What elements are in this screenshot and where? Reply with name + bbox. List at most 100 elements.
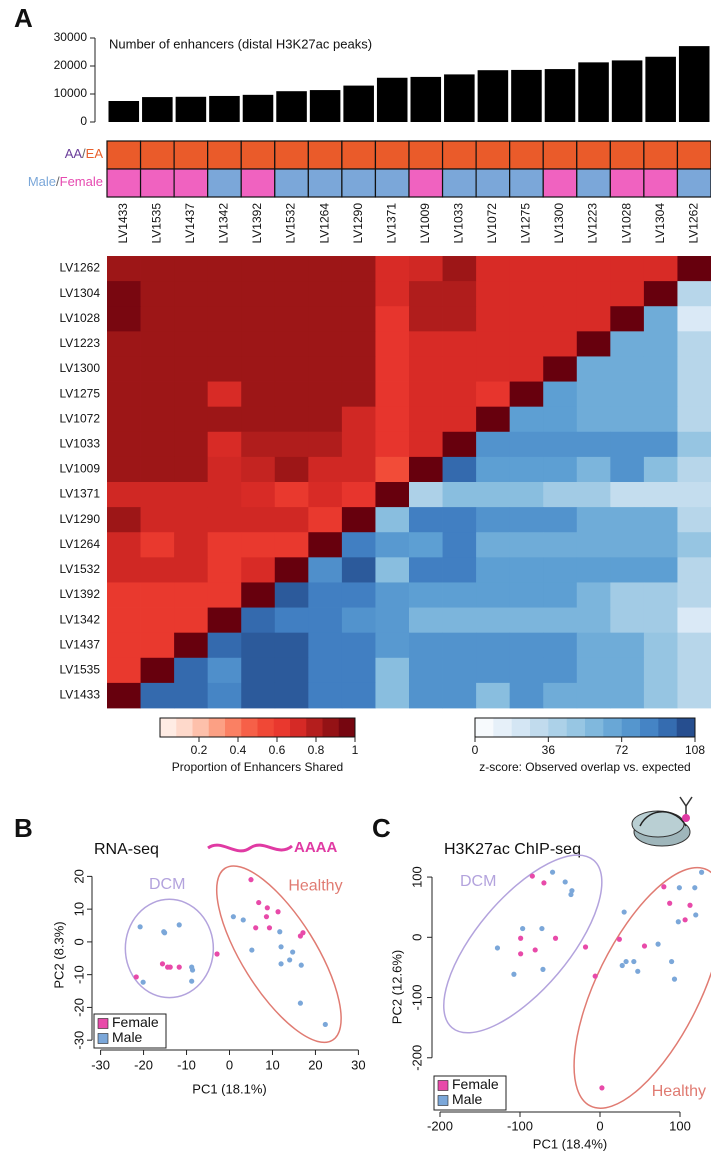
point <box>249 947 255 953</box>
panel-label: B <box>14 813 33 843</box>
heatmap-cell <box>107 682 141 709</box>
heatmap-cell <box>341 632 376 659</box>
colorbar-step <box>548 718 567 737</box>
heatmap-cell <box>643 582 678 608</box>
heatmap-cell <box>509 582 544 608</box>
bar <box>678 46 710 123</box>
point <box>518 951 524 957</box>
heatmap-cell <box>543 607 578 634</box>
x-tick-label: 10 <box>265 1057 279 1072</box>
track-cell <box>542 140 578 170</box>
heatmap-cell <box>140 482 175 508</box>
heatmap-cell <box>610 632 645 659</box>
heatmap-cell <box>274 406 309 433</box>
heatmap-cell <box>677 607 711 634</box>
heatmap-cell <box>610 356 645 382</box>
mrna-icon <box>207 843 293 853</box>
row-label: LV1028 <box>60 311 101 325</box>
heatmap-cell <box>442 657 477 684</box>
row-label: LV1535 <box>60 663 101 677</box>
legend-swatch <box>97 1018 109 1029</box>
heatmap-cell <box>207 256 242 282</box>
point <box>671 976 678 982</box>
track-cell <box>441 140 477 170</box>
point <box>667 900 673 906</box>
heatmap-cell <box>375 381 410 408</box>
track-cell <box>274 168 309 198</box>
colorbar-step <box>621 718 641 737</box>
heatmap-cell <box>610 507 645 533</box>
heatmap-cell <box>341 331 376 357</box>
point <box>167 964 173 970</box>
column-label: LV1371 <box>384 203 398 244</box>
heatmap-cell <box>543 557 578 583</box>
heatmap-cell <box>543 582 578 608</box>
colorbar-tick-label: 1 <box>352 743 359 757</box>
heatmap-cell <box>107 532 141 558</box>
point <box>300 930 306 936</box>
heatmap-cell <box>308 281 343 307</box>
heatmap-cell <box>107 456 141 483</box>
point <box>253 925 259 931</box>
heatmap-cell <box>543 381 578 408</box>
legend-swatch <box>97 1033 109 1044</box>
heatmap-cell <box>409 557 443 583</box>
point <box>539 925 545 932</box>
heatmap-cell <box>409 431 443 458</box>
track-cell <box>576 168 611 198</box>
heatmap-cell <box>409 582 443 608</box>
bar <box>578 62 609 122</box>
heatmap-cell <box>442 431 477 458</box>
colorbar-step <box>338 718 356 737</box>
heatmap-cell <box>140 582 175 608</box>
x-axis-label: PC1 (18.1%) <box>192 1081 266 1096</box>
heatmap-cell <box>140 281 175 307</box>
track-cell <box>139 140 175 170</box>
chart-title: Number of enhancers (distal H3K27ac peak… <box>109 36 372 51</box>
track-cell <box>207 168 242 198</box>
point <box>641 943 648 949</box>
point <box>189 967 196 973</box>
bar <box>309 90 341 122</box>
point <box>541 880 547 886</box>
heatmap-cell <box>140 381 175 408</box>
row-label: LV1433 <box>60 688 101 702</box>
y-tick-label: 10000 <box>54 86 88 100</box>
heatmap-cell <box>341 607 376 634</box>
heatmap-cell <box>476 507 511 533</box>
column-label: LV1300 <box>552 203 566 244</box>
heatmap-cell <box>509 256 544 282</box>
colorbar-step <box>290 718 307 737</box>
point <box>275 909 281 915</box>
heatmap-cell <box>174 456 209 483</box>
point <box>635 968 641 974</box>
bar <box>477 70 509 122</box>
heatmap-cell <box>174 431 209 458</box>
heatmap-cell <box>207 306 242 332</box>
heatmap-cell <box>207 582 242 608</box>
heatmap-cell <box>174 532 209 558</box>
heatmap-cell <box>375 306 410 332</box>
heatmap-cell <box>476 381 511 408</box>
colorbar-step <box>322 718 340 737</box>
heatmap-cell <box>174 507 209 533</box>
heatmap-cell <box>442 582 477 608</box>
heatmap-cell <box>576 582 611 608</box>
heatmap-cell <box>375 256 410 282</box>
point <box>623 958 629 965</box>
heatmap-cell <box>509 381 544 408</box>
heatmap-cell <box>341 482 376 508</box>
heatmap-cell <box>207 431 242 458</box>
heatmap-cell <box>241 356 276 382</box>
heatmap-cell <box>476 482 511 508</box>
heatmap-cell <box>409 507 443 533</box>
heatmap-cell <box>476 607 511 634</box>
heatmap-cell <box>241 381 276 408</box>
heatmap-cell <box>509 456 544 483</box>
heatmap-cell <box>442 456 477 483</box>
track-cell <box>542 168 578 198</box>
heatmap-cell <box>610 657 645 684</box>
point <box>540 966 546 972</box>
track-cell <box>106 168 142 198</box>
heatmap-cell <box>643 632 678 659</box>
